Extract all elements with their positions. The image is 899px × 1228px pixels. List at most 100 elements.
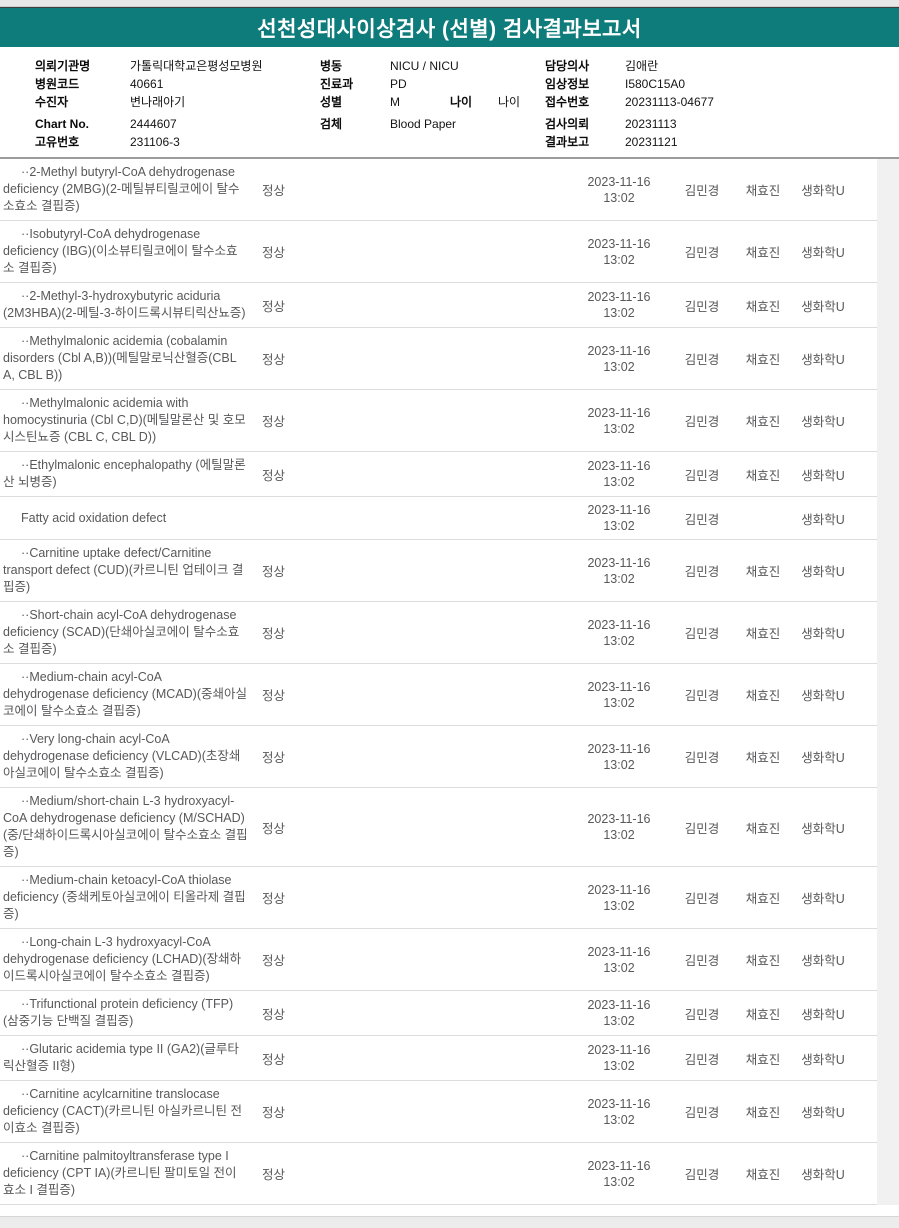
- info-field-value: 2444607: [130, 117, 177, 131]
- test-name: ··Carnitine uptake defect/Carnitine tran…: [3, 546, 244, 594]
- verifier-name: 채효진: [745, 1168, 781, 1182]
- verifier-name: 채효진: [745, 565, 781, 579]
- report-time: 13:02: [603, 1014, 635, 1028]
- report-date: 2023-11-16: [587, 555, 651, 570]
- test-result: 정상: [262, 627, 286, 641]
- info-field-value: PD: [390, 77, 407, 91]
- verifier-name: 채효진: [745, 353, 781, 367]
- patient-info-section: 의뢰기관명 가톨릭대학교은평성모병원 병원코드 40661 수진자 변나래아기 …: [0, 47, 899, 157]
- info-field-row: 고유번호 231106-3: [35, 133, 320, 151]
- report-time: 13:02: [603, 1059, 635, 1073]
- test-result: 정상: [262, 821, 286, 836]
- test-result: 정상: [262, 415, 286, 429]
- info-field-row: 병원코드 40661: [35, 75, 320, 93]
- verifier-name: 채효진: [745, 299, 781, 314]
- result-row: Fatty acid oxidation defect 2023-11-16 1…: [0, 497, 877, 540]
- test-result: 정상: [262, 1168, 286, 1182]
- report-date: 2023-11-16: [587, 174, 651, 189]
- report-datetime: 2023-11-16 13:02: [573, 289, 665, 321]
- report-date: 2023-11-16: [587, 459, 651, 473]
- info-field-value: 김애란: [625, 59, 659, 73]
- report-datetime: 2023-11-16 13:02: [573, 1096, 665, 1128]
- verifier-name: 채효진: [745, 468, 781, 483]
- tester-name: 김민경: [684, 1168, 720, 1182]
- tester-name: 김민경: [684, 954, 720, 968]
- tester-name: 김민경: [684, 627, 720, 641]
- test-result: 정상: [262, 184, 286, 198]
- info-field-label: Chart No.: [35, 117, 89, 131]
- report-time: 13:02: [603, 633, 635, 648]
- info-field-value: 40661: [130, 77, 164, 91]
- report-datetime: 2023-11-16 13:02: [573, 944, 665, 976]
- test-result: 정상: [262, 1007, 286, 1022]
- info-field-label: 검사의뢰: [545, 117, 590, 131]
- info-field-value: I580C15A0: [625, 77, 686, 91]
- test-name: ··Very long-chain acyl-CoA dehydrogenase…: [3, 732, 241, 780]
- report-time: 13:02: [603, 359, 635, 374]
- info-field-row: 임상정보 I580C15A0: [545, 75, 899, 93]
- report-date: 2023-11-16: [587, 998, 651, 1012]
- test-result: 정상: [262, 353, 286, 367]
- report-time: 13:02: [603, 1112, 635, 1127]
- test-name: ··Medium-chain ketoacyl-CoA thiolase def…: [3, 873, 246, 921]
- info-field-value: 가톨릭대학교은평성모병원: [130, 59, 263, 73]
- tester-name: 김민경: [684, 184, 720, 198]
- info-field-label: 검체: [320, 117, 343, 131]
- age-label: 나이: [450, 95, 473, 109]
- info-field-row: 진료과 PD: [320, 75, 545, 93]
- tester-name: 김민경: [684, 415, 720, 429]
- report-time: 13:02: [603, 475, 635, 489]
- tester-name: 김민경: [684, 751, 720, 765]
- report-time: 13:02: [603, 898, 635, 913]
- lab-section: 생화학U: [801, 415, 845, 429]
- window-top-strip: [0, 0, 899, 7]
- lab-section: 생화학U: [801, 353, 845, 367]
- report-time: 13:02: [603, 828, 635, 842]
- report-time: 13:02: [603, 695, 635, 710]
- test-result: 정상: [262, 1052, 286, 1067]
- result-row: ··Methylmalonic acidemia (cobalamin diso…: [0, 328, 877, 390]
- report-time: 13:02: [603, 571, 635, 586]
- lab-section: 생화학U: [801, 892, 845, 906]
- patient-info-col-1: 의뢰기관명 가톨릭대학교은평성모병원 병원코드 40661 수진자 변나래아기 …: [35, 57, 320, 151]
- report-date: 2023-11-16: [587, 679, 651, 694]
- result-row: ··Medium/short-chain L-3 hydroxyacyl-CoA…: [0, 788, 877, 867]
- report-title-bar: 선천성대사이상검사 (선별) 검사결과보고서: [0, 7, 899, 47]
- info-field-label: 진료과: [320, 77, 354, 91]
- info-field-row: Chart No. 2444607: [35, 115, 320, 133]
- result-row: ··Medium-chain ketoacyl-CoA thiolase def…: [0, 867, 877, 929]
- result-row: ··Isobutyryl-CoA dehydrogenase deficienc…: [0, 221, 877, 283]
- tester-name: 김민경: [684, 1106, 720, 1120]
- result-row: ··Carnitine acylcarnitine translocase de…: [0, 1081, 877, 1143]
- info-field-value: 변나래아기: [130, 95, 186, 109]
- report-title: 선천성대사이상검사 (선별) 검사결과보고서: [257, 17, 642, 41]
- verifier-name: 채효진: [745, 751, 781, 765]
- report-time: 13:02: [603, 960, 635, 975]
- lab-section: 생화학U: [801, 627, 845, 641]
- test-name: ··Carnitine palmitoyltransferase type I …: [3, 1149, 237, 1197]
- test-name: ··Medium/short-chain L-3 hydroxyacyl-CoA…: [3, 794, 248, 859]
- info-field-row: 검체 Blood Paper: [320, 115, 545, 133]
- results-right-gutter: [877, 159, 899, 1205]
- info-field-row: 접수번호 20231113-04677: [545, 93, 899, 111]
- test-name: ··Isobutyryl-CoA dehydrogenase deficienc…: [3, 227, 238, 275]
- lab-section: 생화학U: [801, 1168, 845, 1182]
- verifier-name: 채효진: [745, 1106, 781, 1120]
- tester-name: 김민경: [684, 299, 720, 314]
- test-result: 정상: [262, 565, 286, 579]
- result-row: ··Carnitine palmitoyltransferase type I …: [0, 1143, 877, 1205]
- report-datetime: 2023-11-16 13:02: [573, 458, 665, 490]
- report-time: 13:02: [603, 306, 635, 320]
- tester-name: 김민경: [684, 821, 720, 836]
- info-field-label: 병원코드: [35, 77, 80, 91]
- info-field-value: 20231121: [625, 135, 678, 149]
- test-name: ··Methylmalonic acidemia with homocystin…: [3, 396, 246, 444]
- lab-section: 생화학U: [801, 821, 845, 836]
- patient-info-col-3: 담당의사 김애란 임상정보 I580C15A0 접수번호 20231113-04…: [545, 57, 899, 151]
- tester-name: 김민경: [684, 892, 720, 906]
- lab-section: 생화학U: [801, 1052, 845, 1067]
- lab-section: 생화학U: [801, 689, 845, 703]
- tester-name: 김민경: [684, 468, 720, 483]
- lab-section: 생화학U: [801, 1106, 845, 1120]
